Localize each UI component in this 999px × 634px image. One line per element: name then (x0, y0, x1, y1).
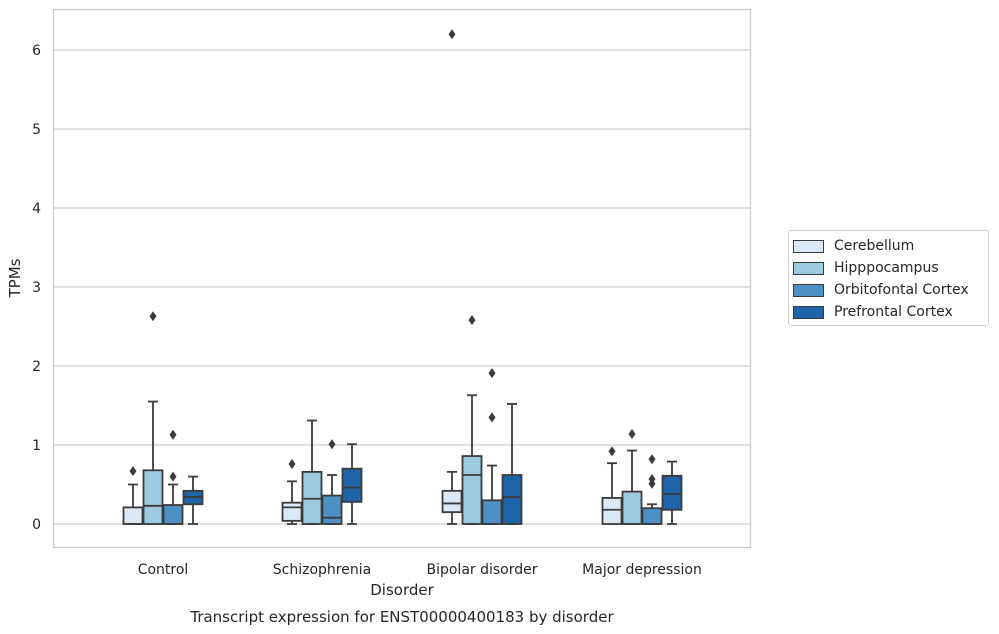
box-body (122, 506, 144, 525)
gridlines (53, 49, 751, 525)
x-axis-label: Disorder (370, 581, 434, 599)
y-tick-labels: 0 1 2 3 4 5 6 (32, 43, 41, 533)
legend-swatch-orbitofrontal (793, 283, 824, 297)
box-1-1 (301, 419, 323, 525)
outlier-point (468, 315, 476, 326)
box-0-2 (162, 429, 184, 525)
box-body (341, 467, 363, 503)
legend-label: Prefrontal Cortex (834, 304, 953, 320)
box-3-3 (661, 460, 683, 525)
box-body (501, 474, 523, 525)
box-body (441, 489, 463, 514)
box-0-1 (142, 311, 164, 525)
x-tick-label: Schizophrenia (273, 562, 371, 578)
box-body (321, 494, 343, 525)
legend-label: Cerebellum (834, 238, 915, 254)
legend-item-hippocampus: Hipppocampus (793, 257, 988, 279)
outlier-point (328, 439, 336, 450)
outlier-point (488, 412, 496, 423)
box-3-1 (621, 428, 643, 525)
box-body (661, 474, 683, 511)
chart-title: Transcript expression for ENST0000040018… (189, 608, 614, 626)
outlier-point (288, 458, 296, 469)
box-1-0 (281, 458, 303, 525)
box-3-2 (641, 454, 663, 525)
legend-item-cerebellum: Cerebellum (793, 235, 988, 257)
box-body (281, 501, 303, 522)
outlier-point (149, 311, 157, 322)
box-0-3 (182, 475, 204, 525)
y-tick-label: 0 (32, 517, 41, 533)
box-body (461, 455, 483, 525)
outlier-point (608, 446, 616, 457)
boxes (122, 29, 683, 525)
y-tick-label: 4 (32, 201, 41, 217)
y-tick-label: 6 (32, 43, 41, 59)
y-axis-label: TPMs (6, 258, 24, 298)
x-tick-label: Bipolar disorder (426, 562, 537, 578)
box-2-2 (481, 368, 503, 525)
box-body (481, 499, 503, 525)
y-tick-label: 1 (32, 438, 41, 454)
box-body (641, 507, 663, 525)
legend-swatch-hippocampus (793, 261, 824, 275)
outlier-point (129, 466, 137, 477)
box-3-0 (601, 446, 623, 525)
legend-swatch-prefrontal (793, 305, 824, 319)
box-body (142, 469, 164, 525)
box-body (621, 490, 643, 525)
legend-label: Orbitofontal Cortex (834, 282, 969, 298)
legend-item-prefrontal: Prefrontal Cortex (793, 301, 988, 323)
outlier-point (488, 368, 496, 379)
x-tick-labels: Control Schizophrenia Bipolar disorder Majo… (138, 562, 702, 578)
x-tick-label: Major depression (582, 562, 702, 578)
y-tick-label: 2 (32, 359, 41, 375)
box-0-0 (122, 466, 144, 525)
x-tick-label: Control (138, 562, 189, 578)
box-2-3 (501, 403, 523, 525)
box-2-1 (461, 315, 483, 525)
legend-item-orbitofrontal: Orbitofontal Cortex (793, 279, 988, 301)
legend: Cerebellum Hipppocampus Orbitofontal Cor… (788, 230, 989, 326)
outlier-point (648, 473, 656, 484)
legend-label: Hipppocampus (834, 260, 939, 276)
box-body (162, 504, 184, 525)
outlier-point (169, 429, 177, 440)
plot-frame (52, 8, 752, 549)
legend-swatch-cerebellum (793, 239, 824, 253)
outlier-point (448, 29, 456, 40)
box-body (601, 497, 623, 525)
outlier-point (648, 454, 656, 465)
y-tick-label: 3 (32, 280, 41, 296)
outlier-point (628, 428, 636, 439)
box-2-0 (441, 29, 463, 525)
box-1-3 (341, 443, 363, 525)
outlier-point (169, 471, 177, 482)
y-tick-label: 5 (32, 122, 41, 138)
box-1-2 (321, 439, 343, 525)
